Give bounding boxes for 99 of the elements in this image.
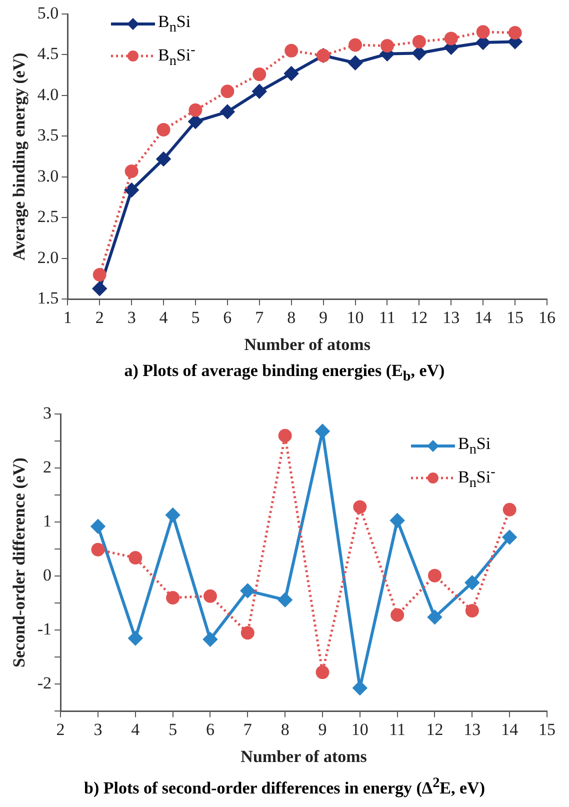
point bbox=[390, 513, 404, 528]
x-tick-label: 13 bbox=[464, 720, 481, 739]
x-tick-label: 9 bbox=[319, 308, 328, 327]
x-tick-label: 8 bbox=[280, 720, 290, 739]
y-tick-label: -2 bbox=[37, 674, 52, 693]
point bbox=[220, 104, 234, 119]
point bbox=[92, 268, 106, 282]
point bbox=[465, 604, 479, 618]
x-tick-label: 7 bbox=[243, 720, 252, 739]
point bbox=[278, 428, 292, 442]
point bbox=[284, 44, 298, 58]
point bbox=[316, 666, 330, 680]
y-tick-label: 1.5 bbox=[37, 288, 59, 308]
point bbox=[428, 568, 442, 582]
point bbox=[128, 550, 142, 564]
y-axis-title: Average binding energy (eV) bbox=[10, 52, 29, 261]
x-tick-label: 13 bbox=[442, 308, 460, 327]
point bbox=[348, 38, 362, 52]
point bbox=[348, 56, 362, 70]
point bbox=[412, 34, 426, 48]
point bbox=[156, 122, 170, 136]
point bbox=[124, 183, 139, 198]
point bbox=[412, 46, 426, 60]
x-tick-label: 2 bbox=[95, 308, 104, 327]
x-tick-label: 7 bbox=[255, 308, 264, 327]
x-tick-label: 10 bbox=[346, 308, 364, 327]
x-tick-label: 14 bbox=[474, 308, 492, 327]
x-tick-label: 15 bbox=[538, 720, 556, 739]
x-tick-label: 16 bbox=[538, 308, 556, 327]
point bbox=[380, 39, 394, 53]
x-tick-label: 15 bbox=[506, 308, 524, 327]
point bbox=[502, 502, 516, 516]
point bbox=[203, 632, 218, 646]
y-tick-label: 4.0 bbox=[37, 84, 59, 104]
point bbox=[502, 530, 517, 544]
point bbox=[278, 592, 292, 607]
legend-label: B$_{n}$Si$^{-}$ bbox=[458, 464, 496, 492]
point bbox=[315, 424, 330, 438]
x-tick-label: 1 bbox=[63, 308, 72, 327]
x-tick-label: 9 bbox=[318, 720, 327, 739]
y-tick-label: -1 bbox=[37, 620, 52, 639]
point bbox=[476, 25, 490, 39]
x-axis-title: Number of atoms bbox=[240, 747, 368, 766]
y-tick-label: 3 bbox=[43, 403, 52, 422]
point bbox=[428, 610, 442, 624]
y-tick-label: 5.0 bbox=[37, 3, 59, 22]
point bbox=[156, 152, 171, 166]
x-tick-label: 5 bbox=[191, 308, 200, 327]
y-tick-label: 2.0 bbox=[37, 248, 59, 267]
point bbox=[128, 631, 142, 646]
y-tick-label: 3.0 bbox=[37, 166, 59, 186]
legend-label: B$_{n}$Si$^{-}$ bbox=[158, 42, 196, 70]
y-tick-label: 1 bbox=[43, 512, 52, 531]
text: b) Plots of second-order differences in energy (Δ$^{2}$E, eV) bbox=[83, 774, 486, 800]
point bbox=[203, 589, 217, 603]
x-tick-label: 6 bbox=[206, 720, 214, 739]
y-axis-title: Second-order difference (eV) bbox=[10, 458, 29, 668]
point bbox=[91, 542, 105, 556]
point bbox=[390, 608, 404, 622]
point bbox=[508, 26, 522, 40]
x-tick-label: 5 bbox=[168, 720, 178, 739]
x-tick-label: 4 bbox=[131, 720, 140, 739]
x-tick-label: 3 bbox=[127, 308, 136, 327]
x-tick-label: 11 bbox=[379, 308, 396, 327]
x-tick-label: 10 bbox=[351, 720, 368, 739]
point bbox=[92, 282, 107, 296]
legend-label: B$_{n}$Si bbox=[458, 434, 491, 458]
y-tick-label: 3.5 bbox=[37, 126, 59, 145]
point bbox=[240, 584, 255, 598]
y-tick-label: 2.5 bbox=[37, 207, 59, 226]
y-tick-label: 4.5 bbox=[37, 44, 59, 64]
point bbox=[444, 32, 458, 46]
point bbox=[166, 590, 180, 604]
point bbox=[124, 164, 138, 178]
point bbox=[240, 626, 254, 640]
x-axis-title: Number of atoms bbox=[244, 335, 371, 354]
point bbox=[188, 114, 202, 129]
x-tick-label: 8 bbox=[287, 308, 296, 327]
x-tick-label: 3 bbox=[94, 720, 102, 739]
point bbox=[284, 66, 298, 80]
point bbox=[90, 519, 105, 534]
point bbox=[352, 680, 367, 695]
x-tick-label: 4 bbox=[159, 308, 168, 327]
text: a) Plots of average binding energies (E$_{b}$, eV) bbox=[123, 360, 446, 386]
point bbox=[188, 103, 202, 117]
y-tick-label: 0 bbox=[43, 566, 52, 585]
x-tick-label: 11 bbox=[389, 720, 406, 739]
point bbox=[465, 576, 480, 590]
point bbox=[220, 84, 234, 98]
y-tick-label: 2 bbox=[43, 458, 52, 477]
x-tick-label: 12 bbox=[410, 308, 428, 327]
x-tick-label: 14 bbox=[501, 720, 519, 739]
x-tick-label: 6 bbox=[223, 308, 232, 327]
legend-label: B$_{n}$Si bbox=[158, 12, 191, 36]
x-tick-label: 12 bbox=[426, 720, 444, 739]
point bbox=[252, 68, 266, 82]
point bbox=[166, 508, 180, 522]
point bbox=[353, 500, 367, 514]
point bbox=[252, 84, 266, 98]
